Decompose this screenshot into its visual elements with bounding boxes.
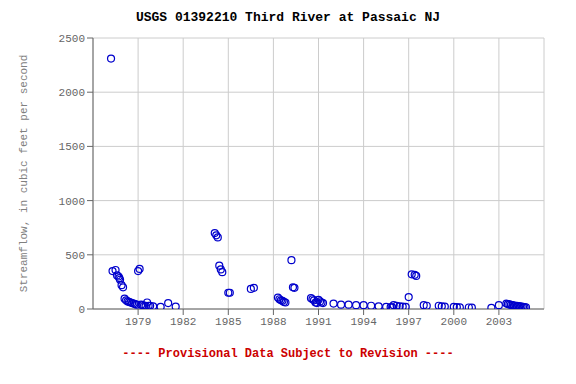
svg-text:1991: 1991 — [305, 316, 332, 328]
svg-text:1979: 1979 — [125, 316, 151, 328]
svg-text:1982: 1982 — [170, 316, 196, 328]
svg-text:2000: 2000 — [59, 87, 85, 99]
svg-text:2003: 2003 — [486, 316, 512, 328]
svg-text:0: 0 — [78, 304, 85, 316]
svg-text:1997: 1997 — [395, 316, 421, 328]
svg-text:1994: 1994 — [350, 316, 377, 328]
svg-text:1500: 1500 — [59, 141, 85, 153]
html-text:---- Provisional Data Subject: ---- Provisional Data Subject to Revisio… — [122, 347, 454, 361]
svg-text:1988: 1988 — [260, 316, 286, 328]
svg-text:1000: 1000 — [59, 196, 85, 208]
svg-text:500: 500 — [65, 250, 85, 262]
svg-text:2000: 2000 — [441, 316, 467, 328]
svg-text:1985: 1985 — [215, 316, 241, 328]
svg-text:Streamflow, in cubic feet per: Streamflow, in cubic feet per second — [18, 55, 30, 293]
html-text:USGS 01392210 Third River at P: USGS 01392210 Third River at Passaic NJ — [135, 10, 441, 25]
svg-text:2500: 2500 — [59, 33, 85, 45]
